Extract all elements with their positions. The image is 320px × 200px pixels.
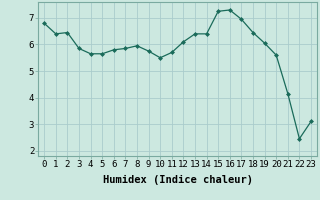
X-axis label: Humidex (Indice chaleur): Humidex (Indice chaleur)	[103, 175, 252, 185]
